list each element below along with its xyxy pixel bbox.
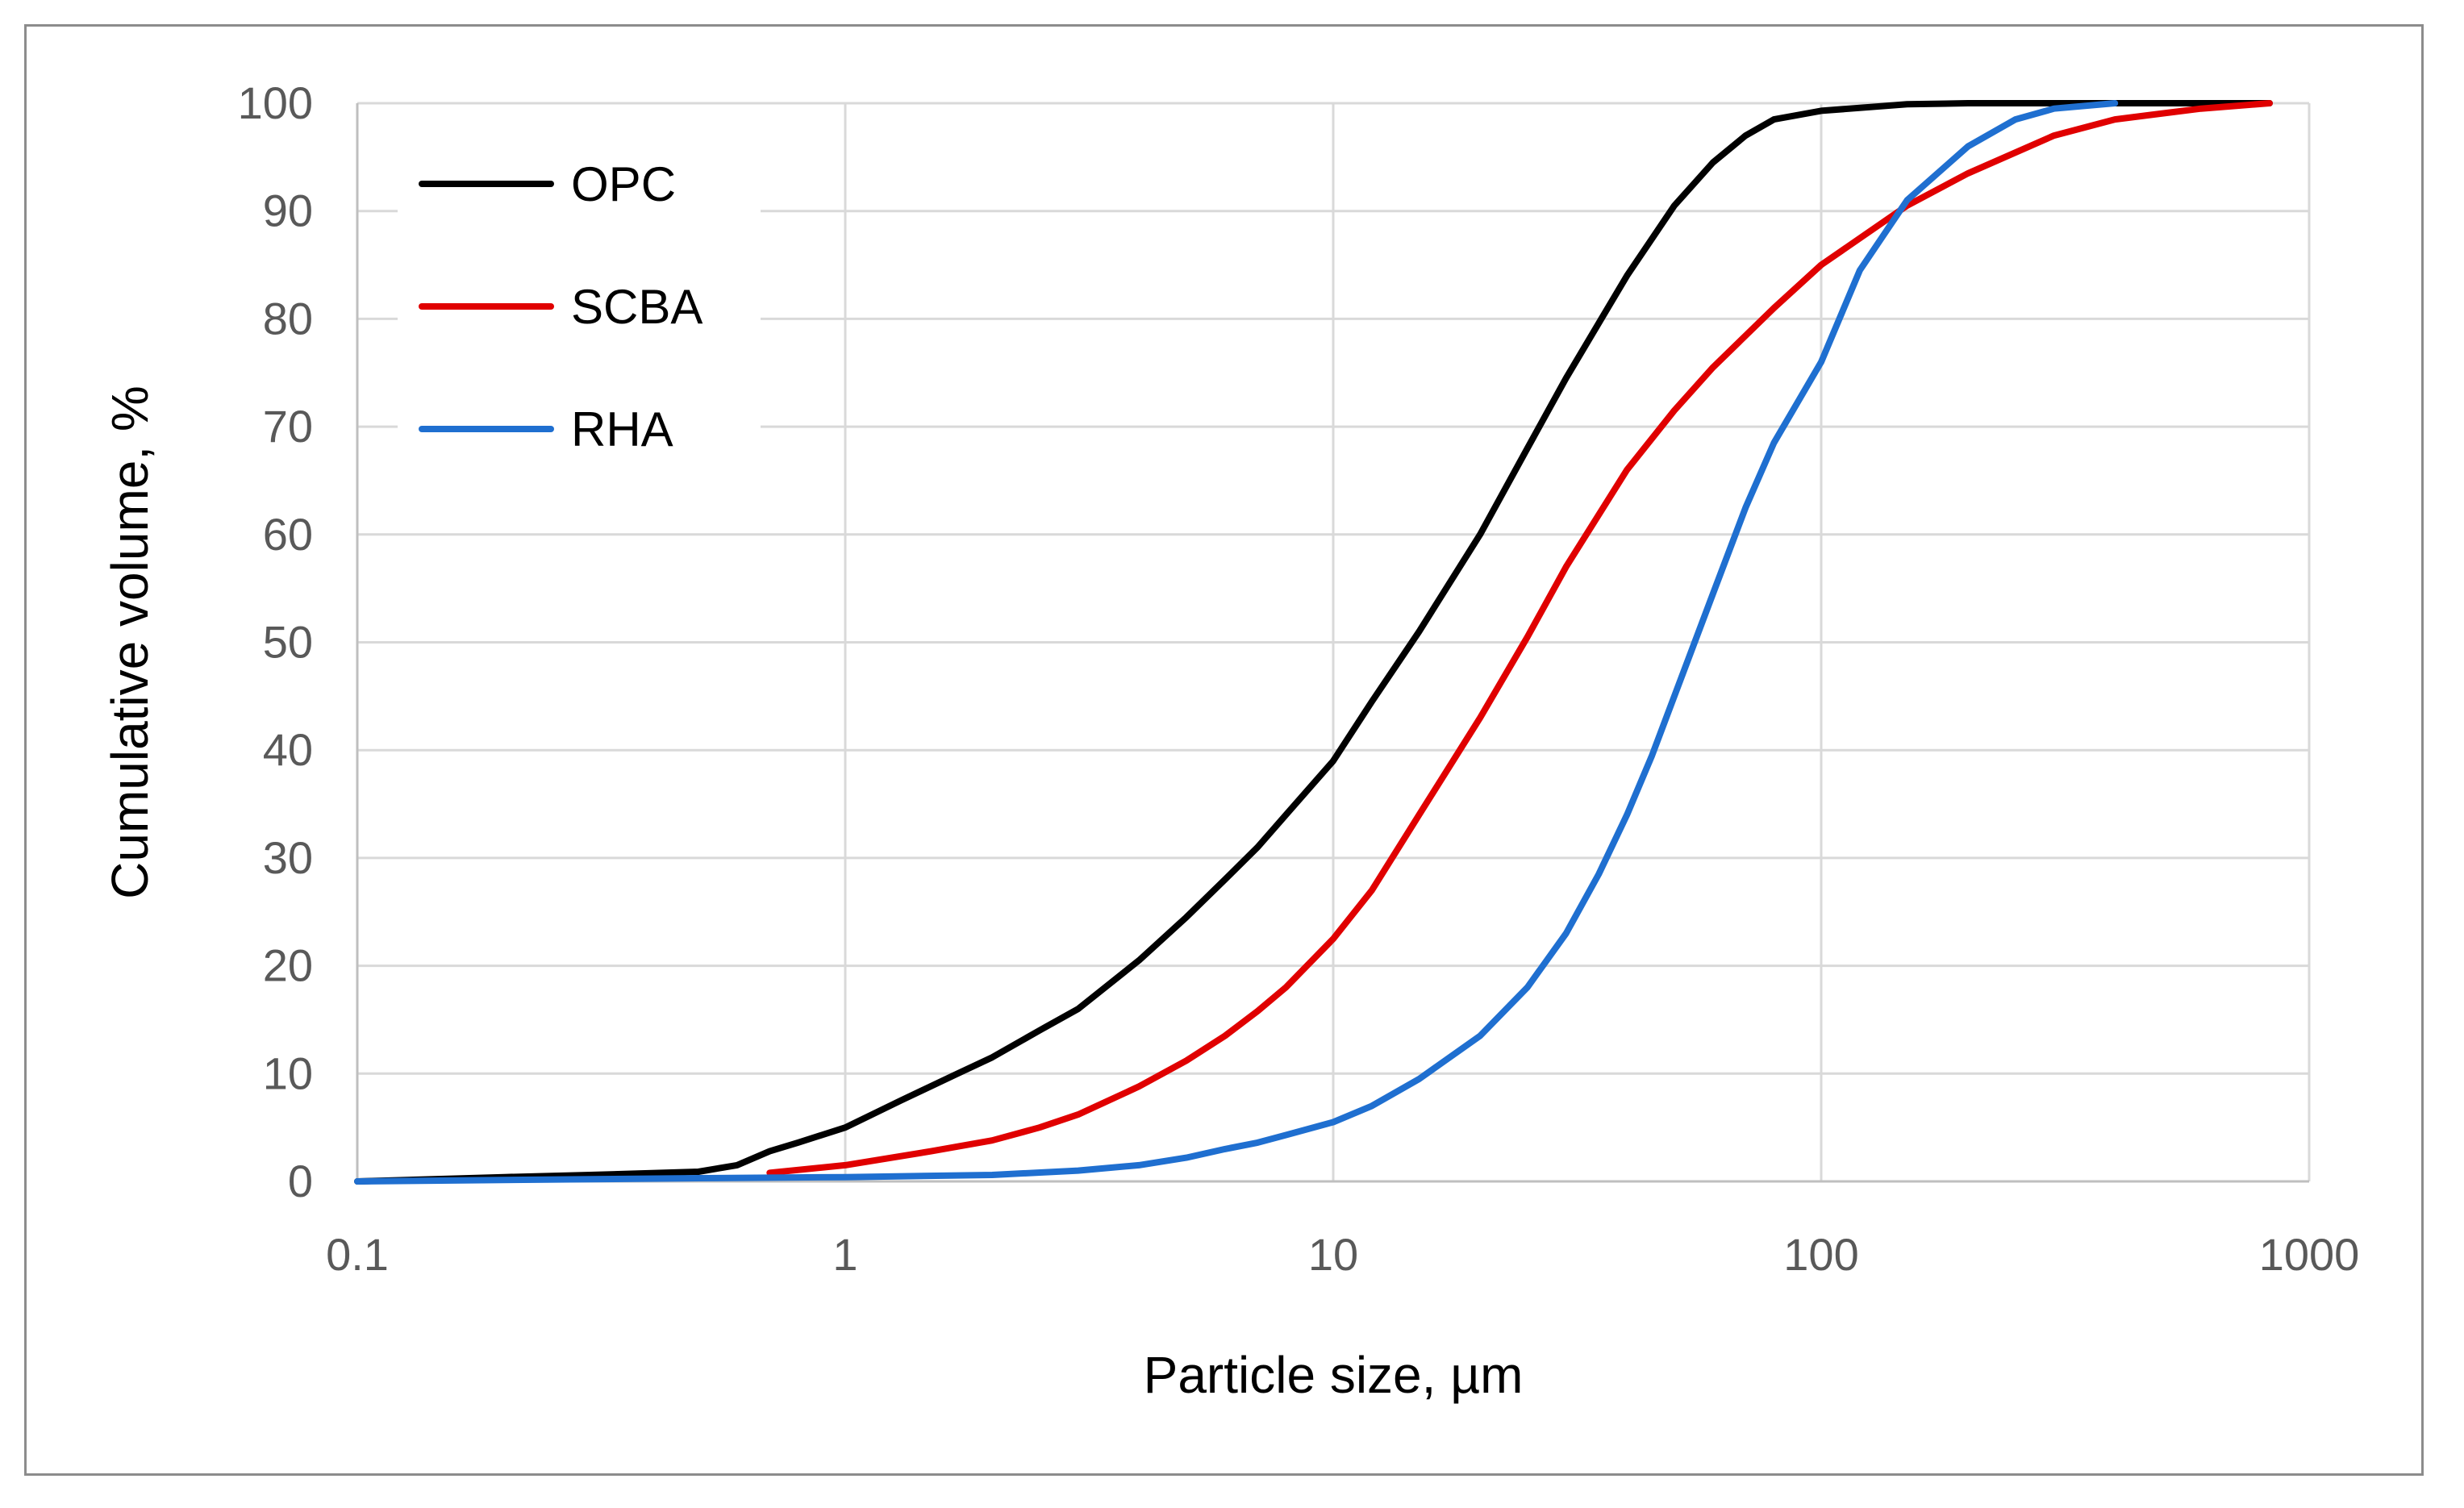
series-group <box>354 100 2273 1185</box>
y-tick-label: 30 <box>263 832 313 883</box>
series-line-scba <box>766 100 2273 1177</box>
y-tick-label: 10 <box>263 1048 313 1098</box>
y-tick-label: 50 <box>263 617 313 668</box>
legend-label-opc: OPC <box>571 157 676 211</box>
legend-label-scba: SCBA <box>571 280 703 334</box>
legend: OPC SCBA RHA <box>398 119 761 494</box>
y-tick-label: 20 <box>263 940 313 991</box>
series-line-rha <box>354 100 2119 1185</box>
chart-area: 0 10 20 30 40 50 60 70 80 90 100 0.1 1 10 100 1000 OPC S… <box>101 77 2360 1404</box>
series-line-opc <box>354 100 2273 1185</box>
y-tick-label: 100 <box>238 77 313 128</box>
axes: 0 10 20 30 40 50 60 70 80 90 100 0.1 1 10 100 1000 <box>238 77 2360 1280</box>
grid <box>357 102 2311 1181</box>
y-tick-label: 70 <box>263 401 313 452</box>
x-tick-label: 1 <box>832 1229 857 1280</box>
x-tick-label: 0.1 <box>326 1229 389 1280</box>
x-tick-label: 1000 <box>2259 1229 2360 1280</box>
chart-frame: 0 10 20 30 40 50 60 70 80 90 100 0.1 1 10 100 1000 OPC S… <box>24 24 2424 1476</box>
legend-label-rha: RHA <box>571 402 673 456</box>
y-tick-label: 40 <box>263 724 313 775</box>
y-tick-label: 90 <box>263 185 313 236</box>
y-tick-label: 80 <box>263 293 313 344</box>
x-axis-title: Particle size, µm <box>1144 1346 1524 1404</box>
x-tick-label: 100 <box>1783 1229 1858 1280</box>
y-axis-title: Cumulative volume, % <box>101 385 159 899</box>
x-tick-label: 10 <box>1308 1229 1358 1280</box>
y-tick-label: 0 <box>288 1156 313 1206</box>
y-tick-label: 60 <box>263 509 313 560</box>
